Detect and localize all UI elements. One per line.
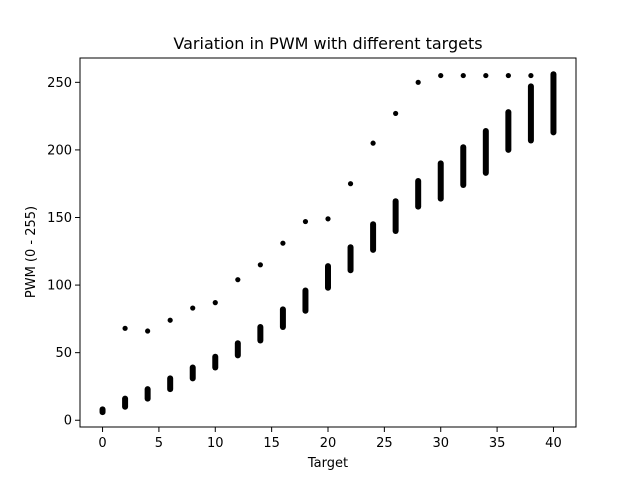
data-point — [212, 300, 218, 306]
data-point — [438, 72, 444, 79]
y-tick-label: 250 — [47, 76, 72, 91]
y-tick-label: 200 — [47, 143, 72, 158]
x-tick-label: 5 — [155, 436, 163, 451]
data-point — [302, 218, 309, 225]
x-tick-label: 20 — [320, 436, 337, 451]
x-tick-label: 30 — [432, 436, 449, 451]
data-point — [122, 325, 128, 331]
x-tick-label: 10 — [207, 436, 224, 451]
data-point — [145, 328, 151, 334]
y-tick-label: 100 — [47, 279, 72, 294]
y-axis-title: PWM (0 - 255) — [24, 206, 39, 298]
axis-ticks: 0 5 10 15 20 25 30 35 40 0 50 100 150 200 250 — [47, 76, 562, 451]
x-axis-title: Target — [307, 456, 348, 471]
scatter-points — [99, 71, 557, 416]
data-point — [483, 72, 489, 79]
data-point — [235, 277, 241, 283]
data-point — [370, 140, 376, 146]
x-tick-label: 15 — [263, 436, 280, 451]
data-point — [393, 110, 399, 117]
data-point — [460, 72, 466, 79]
data-point — [280, 240, 286, 246]
x-tick-label: 35 — [489, 436, 506, 451]
data-point — [190, 305, 196, 311]
y-tick-label: 0 — [64, 414, 72, 429]
x-tick-label: 25 — [376, 436, 393, 451]
data-point — [167, 317, 173, 323]
data-point — [528, 72, 534, 79]
x-tick-label: 40 — [545, 436, 562, 451]
data-point — [415, 79, 421, 85]
x-tick-label: 0 — [98, 436, 106, 451]
data-point — [325, 216, 331, 222]
data-point — [257, 262, 263, 268]
y-tick-label: 150 — [47, 211, 72, 226]
y-tick-label: 50 — [55, 346, 72, 361]
plot-frame — [79, 57, 577, 428]
chart-title: Variation in PWM with different targets — [173, 34, 482, 53]
data-point — [347, 181, 354, 187]
data-point — [505, 72, 511, 79]
